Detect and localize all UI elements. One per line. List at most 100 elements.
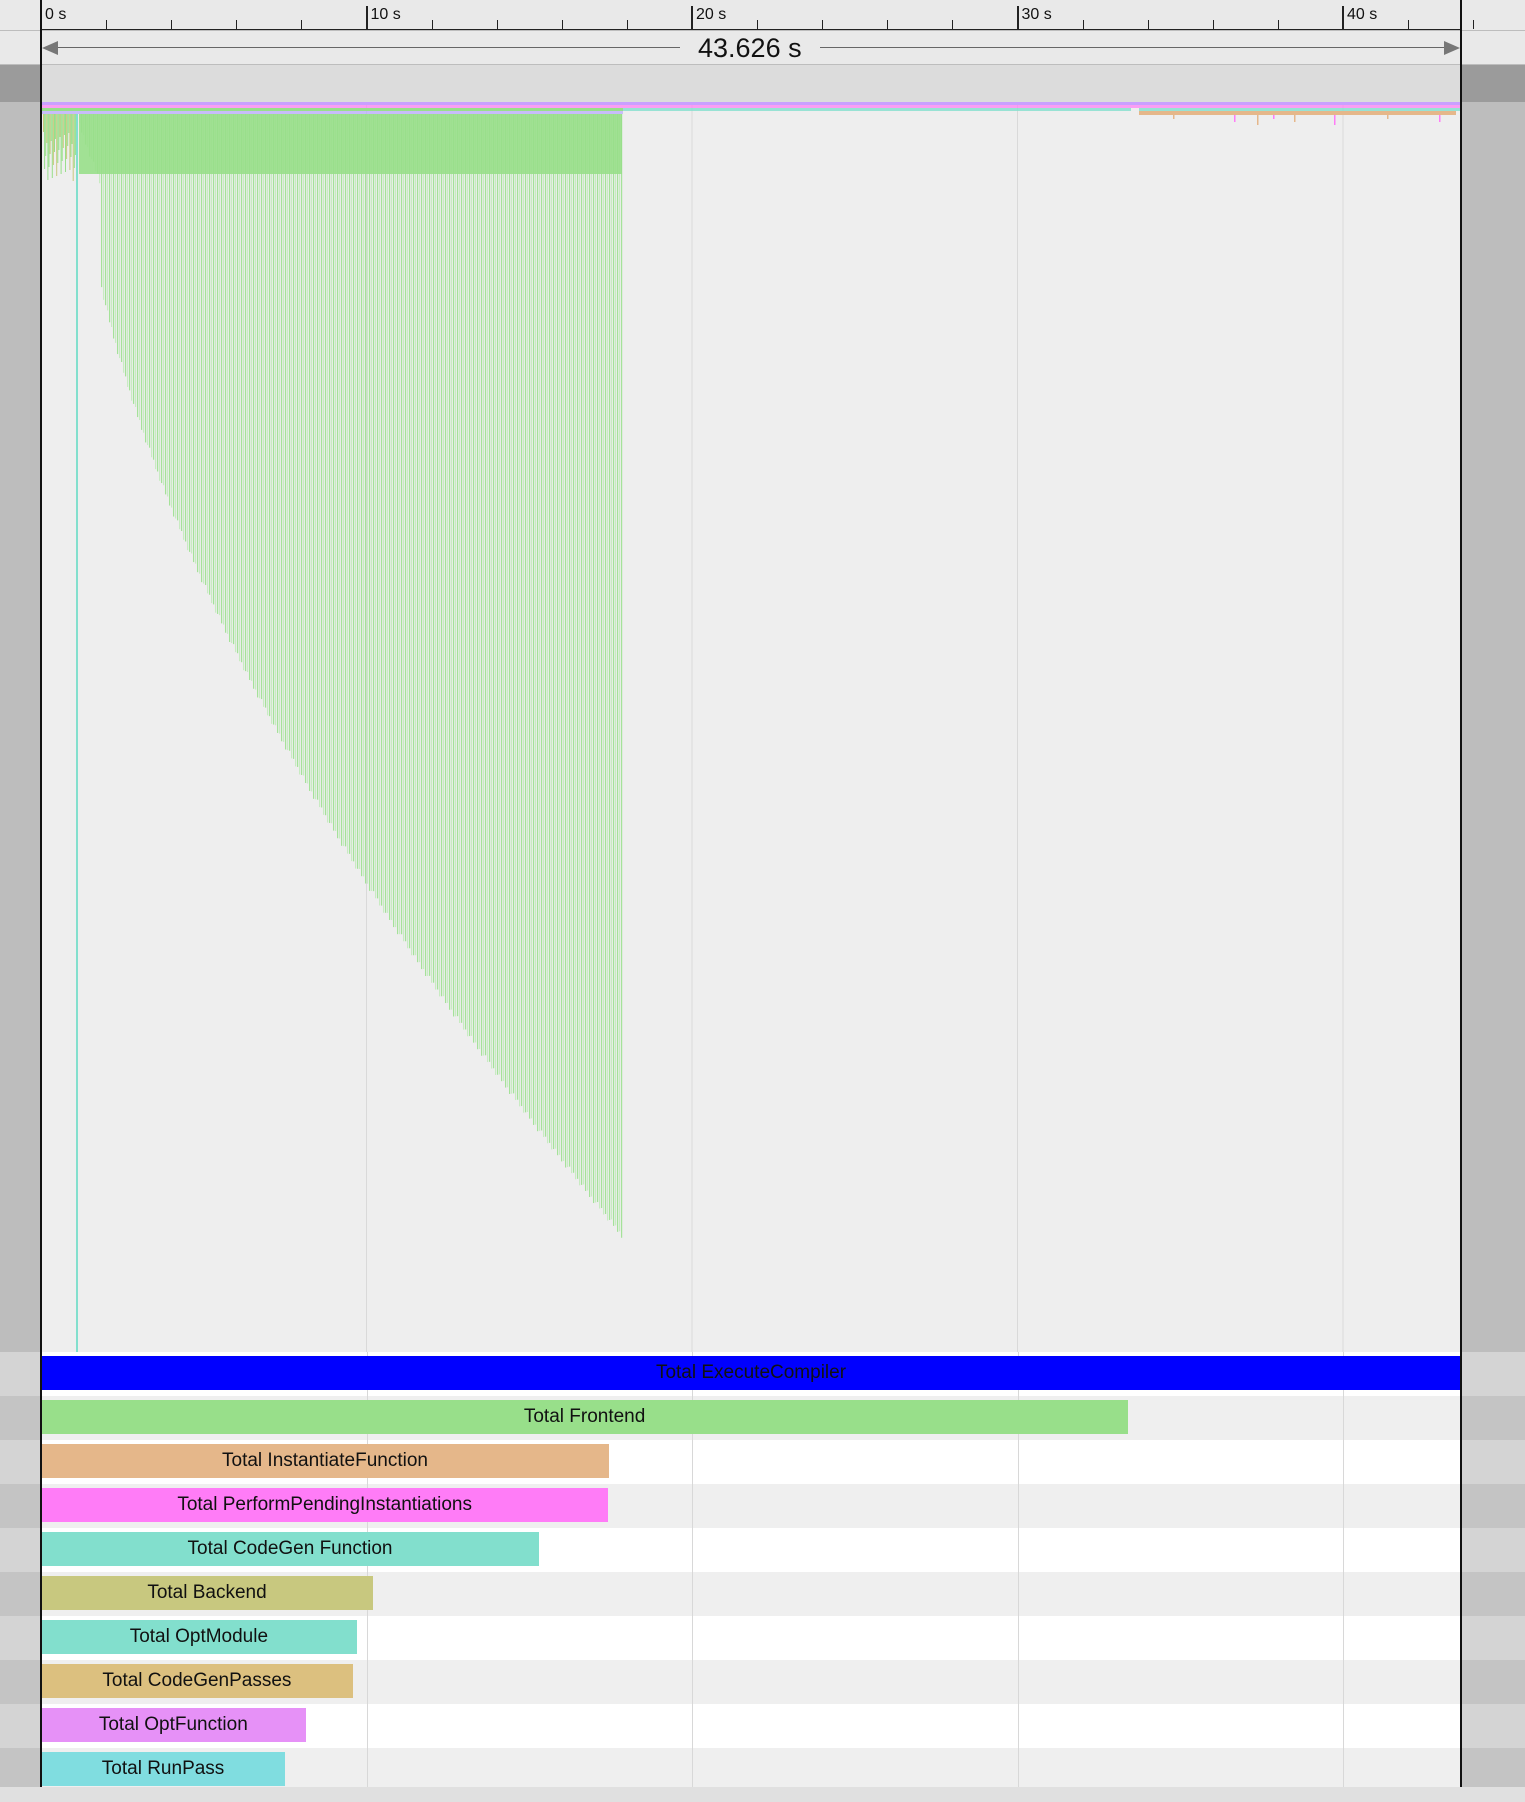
flame-frontend-bar[interactable] [349,114,351,854]
flame-frontend-bar[interactable] [197,114,199,573]
flame-frontend-bar[interactable] [309,114,311,791]
flame-frontend-bar[interactable] [433,114,435,983]
flame-frontend-bar[interactable] [411,114,413,956]
flame-frontend-bar[interactable] [435,114,437,990]
flame-frontend-bar[interactable] [331,114,333,824]
flame-frontend-bar[interactable] [431,114,433,983]
flame-frontend-bar[interactable] [497,114,499,1075]
flame-spike[interactable] [1234,115,1236,122]
flame-left-cluster[interactable] [69,114,71,170]
flame-frontend-bar[interactable] [573,114,575,1173]
flame-spike[interactable] [1387,115,1389,119]
flame-frontend-bar[interactable] [461,114,463,1023]
flame-frontend-bar[interactable] [471,114,473,1036]
flame-frontend-bar[interactable] [499,114,501,1075]
flame-frontend-bar[interactable] [491,114,493,1069]
flame-frontend-bar[interactable] [383,114,385,913]
summary-bar[interactable]: Total PerformPendingInstantiations [41,1488,609,1522]
flame-frontend-bar[interactable] [133,114,135,404]
flame-frontend-bar[interactable] [531,114,533,1119]
flame-frontend-bar[interactable] [105,114,107,306]
flame-frontend-bar[interactable] [293,114,295,759]
flame-frontend-bar[interactable] [529,114,531,1119]
flame-frontend-bar[interactable] [229,114,231,642]
track-execute-compiler[interactable] [41,102,1461,105]
flame-frontend-bar[interactable] [599,114,601,1209]
flame-frontend-bar[interactable] [403,114,405,942]
flame-frontend-bar[interactable] [153,114,155,460]
flame-frontend-bar[interactable] [357,114,359,869]
flame-frontend-bar[interactable] [465,114,467,1030]
flame-frontend-bar[interactable] [513,114,515,1094]
flame-frontend-bar[interactable] [387,114,389,913]
flame-left-cluster[interactable] [48,114,50,167]
flame-frontend-bar[interactable] [101,114,103,288]
flame-frontend-bar[interactable] [439,114,441,997]
flame-frontend-bar[interactable] [451,114,453,1010]
flame-frontend-bar[interactable] [521,114,523,1107]
flame-frontend-bar[interactable] [547,114,549,1144]
flame-frontend-bar[interactable] [299,114,301,775]
flame-frontend-bar[interactable] [615,114,617,1226]
flame-frontend-bar[interactable] [365,114,367,884]
flame-frontend-bar[interactable] [443,114,445,997]
flame-frontend-bar[interactable] [149,114,151,448]
flame-frontend-bar[interactable] [609,114,611,1220]
flame-left-cluster[interactable] [66,114,68,159]
summary-bar[interactable]: Total Frontend [41,1400,1129,1434]
flame-frontend-bar[interactable] [541,114,543,1131]
flame-frontend-bar[interactable] [565,114,567,1168]
flame-frontend-bar[interactable] [515,114,517,1101]
flame-frontend-bar[interactable] [179,114,181,530]
flame-frontend-bar[interactable] [453,114,455,1017]
flame-frontend-bar[interactable] [157,114,159,472]
flame-left-cluster[interactable] [46,114,48,143]
flame-frontend-bar[interactable] [265,114,267,708]
flame-frontend-bar[interactable] [373,114,375,892]
flame-left-cluster[interactable] [67,114,69,146]
flame-spike[interactable] [1257,115,1259,125]
flame-frontend-bar[interactable] [417,114,419,963]
flame-frontend-bar[interactable] [333,114,335,831]
flame-frontend-bar[interactable] [195,114,197,564]
flame-frontend-bar[interactable] [121,114,123,362]
flame-frontend-bar[interactable] [173,114,175,517]
flame-frontend-bar[interactable] [457,114,459,1017]
flame-frontend-bar[interactable] [205,114,207,586]
flame-codegen-line[interactable] [76,114,78,1352]
flame-spike[interactable] [1173,115,1175,119]
flame-frontend-bar[interactable] [275,114,277,726]
flame-frontend-bar[interactable] [345,114,347,847]
flame-frontend-bar[interactable] [203,114,205,584]
flame-frontend-bar[interactable] [201,114,203,583]
flame-frontend-bar[interactable] [285,114,287,750]
flame-frontend-bar[interactable] [477,114,479,1050]
flame-frontend-bar[interactable] [251,114,253,681]
flame-frontend-bar[interactable] [291,114,293,759]
track-codegen-tail[interactable] [1139,108,1461,111]
flame-frontend-bar[interactable] [269,114,271,717]
flame-frontend-bar[interactable] [263,114,265,707]
flame-frontend-bar[interactable] [125,114,127,377]
selection-right-edge[interactable] [1460,0,1462,1790]
flame-frontend-bar[interactable] [479,114,481,1049]
flame-spike[interactable] [1334,115,1336,125]
flame-frontend-bar[interactable] [605,114,607,1214]
flame-frontend-bar[interactable] [523,114,525,1113]
flame-frontend-bar[interactable] [281,114,283,742]
flame-frontend-bar[interactable] [321,114,323,808]
flame-frontend-bar[interactable] [581,114,583,1185]
flame-frontend-bar[interactable] [493,114,495,1069]
flame-frontend-bar[interactable] [119,114,121,359]
flame-frontend-bar[interactable] [361,114,363,877]
flame-left-cluster[interactable] [51,114,53,178]
flame-frontend-bar[interactable] [295,114,297,767]
flame-left-cluster[interactable] [52,114,54,165]
flame-frontend-bar[interactable] [447,114,449,1003]
flame-frontend-bar[interactable] [397,114,399,935]
flame-frontend-top[interactable] [79,114,623,174]
flame-frontend-bar[interactable] [223,114,225,625]
flame-frontend-bar[interactable] [193,114,195,563]
flame-frontend-bar[interactable] [555,114,557,1149]
flame-frontend-bar[interactable] [211,114,213,604]
